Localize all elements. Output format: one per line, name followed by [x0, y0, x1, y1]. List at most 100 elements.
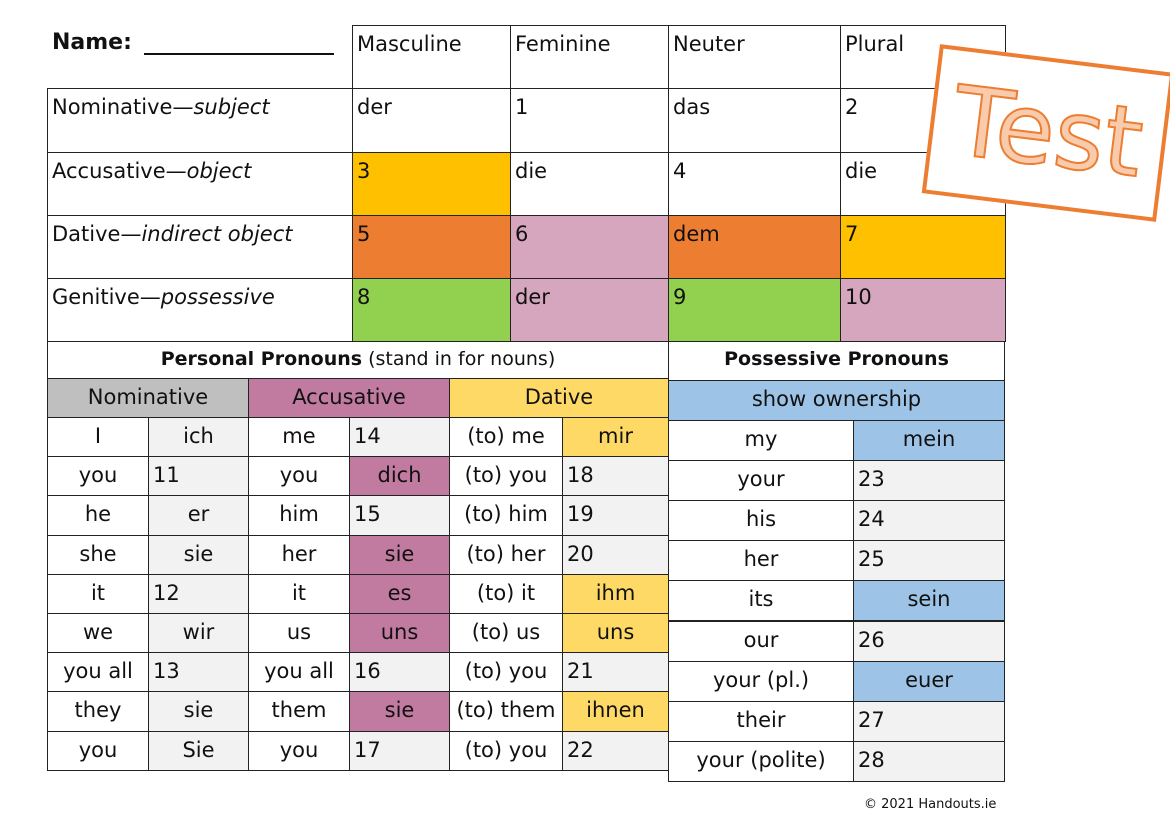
- english-possessive: your (pl.): [668, 660, 854, 702]
- english-pronoun: (to) them: [449, 691, 563, 732]
- german-pronoun: mir: [562, 417, 669, 458]
- case-cell: die: [510, 152, 669, 216]
- german-possessive: 28: [853, 740, 1005, 782]
- english-pronoun: (to) you: [449, 456, 563, 497]
- case-cell: das: [668, 88, 841, 153]
- english-possessive: her: [668, 540, 854, 582]
- case-name: Dative—: [52, 222, 142, 246]
- group-header-dative: Dative: [449, 378, 669, 418]
- german-pronoun: sie: [349, 691, 450, 732]
- case-cell: 1: [510, 88, 669, 153]
- german-possessive: 24: [853, 500, 1005, 542]
- column-header-feminine: Feminine: [510, 25, 669, 89]
- english-pronoun: (to) us: [449, 613, 563, 654]
- german-pronoun: 18: [562, 456, 669, 497]
- case-cell: 8: [352, 278, 511, 342]
- case-role: object: [186, 159, 252, 183]
- german-pronoun: 22: [562, 730, 669, 771]
- english-pronoun: you all: [47, 652, 149, 693]
- english-pronoun: (to) you: [449, 730, 563, 771]
- case-cell: 9: [668, 278, 841, 342]
- case-label: Nominative—subject: [47, 88, 353, 153]
- group-header-nominative: Nominative: [47, 378, 249, 418]
- case-cell: 7: [840, 215, 1006, 279]
- german-possessive: sein: [853, 580, 1005, 622]
- name-label: Name:: [52, 30, 132, 55]
- german-pronoun: 19: [562, 495, 669, 536]
- german-pronoun: 15: [349, 495, 450, 536]
- column-header-neuter: Neuter: [668, 25, 841, 89]
- name-blank-line[interactable]: [143, 33, 334, 55]
- column-header-masculine: Masculine: [352, 25, 511, 89]
- german-pronoun: er: [148, 495, 249, 536]
- case-cell: 3: [352, 152, 511, 216]
- german-pronoun: 14: [349, 417, 450, 458]
- possessive-subtitle: show ownership: [668, 380, 1005, 421]
- german-pronoun: 21: [562, 652, 669, 693]
- english-possessive: our: [668, 620, 854, 662]
- copyright-footer: © 2021 Handouts.ie: [864, 797, 997, 812]
- english-pronoun: we: [47, 613, 149, 654]
- english-pronoun: you: [47, 730, 149, 771]
- english-pronoun: (to) him: [449, 495, 563, 536]
- test-stamp: Test: [921, 44, 1170, 222]
- case-cell: 10: [840, 278, 1006, 342]
- german-pronoun: 17: [349, 730, 450, 771]
- english-pronoun: they: [47, 691, 149, 732]
- case-cell: der: [510, 278, 669, 342]
- english-pronoun: you: [47, 456, 149, 497]
- german-pronoun: sie: [148, 691, 249, 732]
- german-pronoun: 13: [148, 652, 249, 693]
- german-pronoun: ihm: [562, 573, 669, 614]
- german-pronoun: 11: [148, 456, 249, 497]
- english-pronoun: she: [47, 534, 149, 575]
- english-pronoun: her: [248, 534, 350, 575]
- english-pronoun: it: [248, 573, 350, 614]
- name-field[interactable]: Name:: [52, 30, 334, 55]
- case-cell: 4: [668, 152, 841, 216]
- german-possessive: mein: [853, 420, 1005, 462]
- german-pronoun: wir: [148, 613, 249, 654]
- german-pronoun: 16: [349, 652, 450, 693]
- english-pronoun: you: [248, 730, 350, 771]
- english-pronoun: him: [248, 495, 350, 536]
- english-pronoun: he: [47, 495, 149, 536]
- english-pronoun: them: [248, 691, 350, 732]
- english-possessive: his: [668, 500, 854, 542]
- stamp-text: Test: [946, 64, 1149, 200]
- case-role: subject: [193, 95, 270, 119]
- case-cell: 5: [352, 215, 511, 279]
- case-cell: 6: [510, 215, 669, 279]
- case-cell: der: [352, 88, 511, 153]
- english-possessive: my: [668, 420, 854, 462]
- case-label: Accusative—object: [47, 152, 353, 216]
- english-possessive: its: [668, 580, 854, 622]
- english-pronoun: you all: [248, 652, 350, 693]
- english-pronoun: us: [248, 613, 350, 654]
- english-pronoun: (to) her: [449, 534, 563, 575]
- german-possessive: 23: [853, 460, 1005, 502]
- english-pronoun: (to) you: [449, 652, 563, 693]
- english-pronoun: I: [47, 417, 149, 458]
- german-pronoun: ihnen: [562, 691, 669, 732]
- german-pronoun: 12: [148, 573, 249, 614]
- english-possessive: your: [668, 460, 854, 502]
- german-possessive: 27: [853, 700, 1005, 742]
- german-pronoun: uns: [562, 613, 669, 654]
- german-possessive: 26: [853, 620, 1005, 662]
- case-role: possessive: [160, 285, 275, 309]
- title-note: (stand in for nouns): [362, 348, 556, 370]
- personal-pronouns-title: Personal Pronouns (stand in for nouns): [47, 341, 669, 379]
- german-possessive: 25: [853, 540, 1005, 582]
- german-pronoun: uns: [349, 613, 450, 654]
- case-label: Genitive—possessive: [47, 278, 353, 342]
- german-pronoun: Sie: [148, 730, 249, 771]
- case-name: Nominative—: [52, 95, 194, 119]
- english-possessive: your (polite): [668, 740, 854, 782]
- german-possessive: euer: [853, 660, 1005, 702]
- english-pronoun: (to) me: [449, 417, 563, 458]
- possessive-pronouns-title: Possessive Pronouns: [668, 341, 1005, 381]
- group-header-accusative: Accusative: [248, 378, 450, 418]
- case-role: indirect object: [141, 222, 293, 246]
